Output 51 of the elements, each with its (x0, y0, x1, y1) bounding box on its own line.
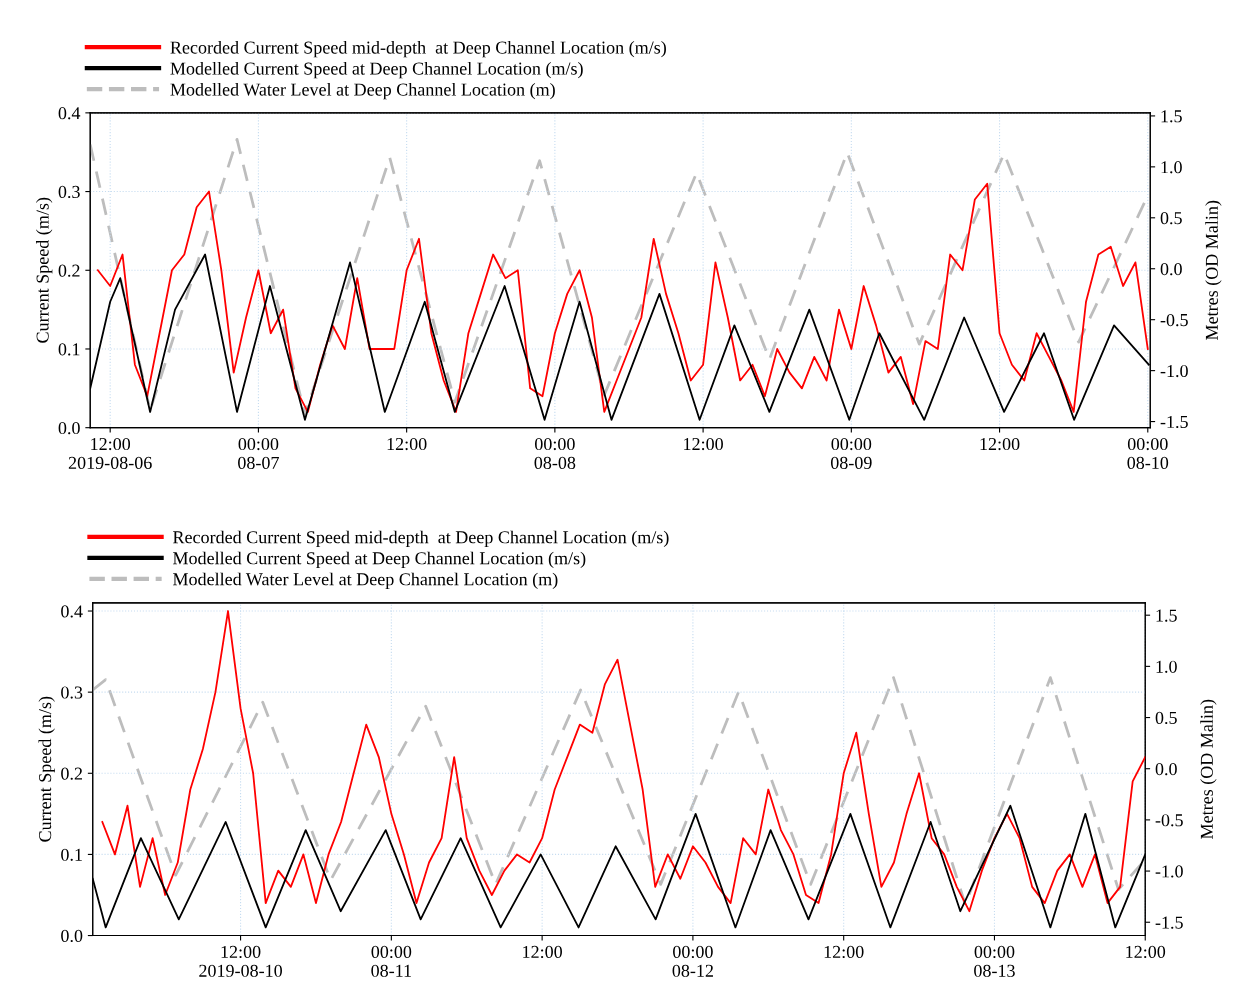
line-series (101, 610, 1146, 913)
y-tick-label: 0.1 (58, 343, 80, 356)
legend-label: Recorded Current Speed mid-depth at Deep Channel Location (m/s) (172, 530, 669, 548)
y2-axis-title: Metres (OD Malin) (1200, 699, 1217, 839)
y-tick-label: 0.4 (58, 107, 81, 120)
y-tick-label: 0.2 (61, 767, 82, 780)
x-tick-label: 12:00 (387, 437, 427, 451)
x-tick-label: 12:00 2019-08-06 (68, 437, 152, 469)
x-tick-label: 00:00 08-10 (1127, 437, 1169, 469)
x-tick-label: 00:00 08-08 (534, 437, 576, 469)
y2-tick-label: 1.0 (1161, 161, 1182, 174)
x-tick-label: 00:00 08-13 (974, 945, 1015, 977)
y2-tick-label: 0.5 (1160, 212, 1182, 225)
y2-tick-label: -1.5 (1155, 916, 1183, 929)
y2-tick-label: -1.5 (1160, 415, 1188, 429)
y2-tick-label: 0.0 (1155, 762, 1177, 776)
y-tick-label: 0.3 (61, 686, 83, 699)
y2-tick-label: -0.5 (1155, 814, 1183, 827)
x-tick-label: 12:00 (684, 437, 723, 451)
y-axis-title: Current Speed (m/s) (38, 696, 55, 842)
y-axis-title: Current Speed (m/s) (35, 197, 53, 343)
y-tick-label: 0.2 (58, 264, 80, 277)
y2-tick-label: -0.5 (1160, 313, 1188, 327)
legend-label: Modelled Water Level at Deep Channel Location (m) (172, 572, 558, 590)
legend-label: Recorded Current Speed mid-depth at Deep Channel Location (m/s) (170, 40, 666, 58)
x-tick-label: 12:00 (1126, 945, 1166, 959)
y2-tick-label: -1.0 (1155, 865, 1183, 878)
y2-tick-label: 1.5 (1161, 110, 1182, 123)
x-tick-label: 00:00 08-09 (830, 437, 872, 469)
y-tick-label: 0.0 (61, 929, 83, 943)
y2-tick-label: 1.5 (1156, 609, 1177, 622)
y2-tick-label: 1.0 (1156, 660, 1177, 673)
y-tick-label: 0.4 (61, 605, 83, 618)
legend-label: Modelled Current Speed at Deep Channel Location (m/s) (170, 61, 583, 79)
y2-tick-label: 0.5 (1155, 711, 1177, 725)
y2-axis-title: Metres (OD Malin) (1205, 200, 1222, 340)
x-tick-label: 12:00 (824, 945, 864, 959)
x-tick-label: 00:00 08-07 (238, 437, 279, 469)
x-tick-label: 12:00 (523, 945, 562, 959)
legend-label: Modelled Water Level at Deep Channel Location (m) (170, 82, 555, 100)
y2-tick-label: -1.0 (1160, 364, 1188, 378)
line-series (96, 182, 1149, 413)
y2-tick-label: 0.0 (1160, 263, 1182, 276)
x-tick-label: 12:00 (980, 437, 1020, 451)
y-tick-label: 0.0 (58, 421, 80, 435)
x-tick-label: 00:00 08-11 (371, 945, 412, 977)
x-tick-label: 00:00 08-12 (672, 945, 713, 977)
y-tick-label: 0.3 (58, 185, 80, 199)
y-tick-label: 0.1 (61, 848, 82, 861)
legend-label: Modelled Current Speed at Deep Channel Location (m/s) (172, 551, 586, 569)
x-tick-label: 12:00 2019-08-10 (199, 945, 283, 977)
